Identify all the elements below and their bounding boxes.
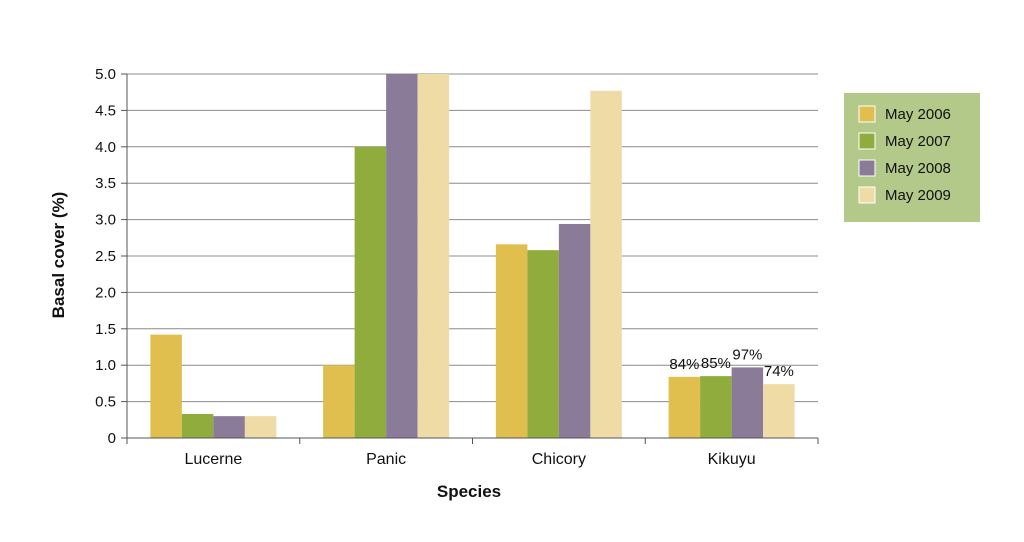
legend-swatch <box>858 105 876 123</box>
legend-swatch <box>858 159 876 177</box>
legend-swatch <box>858 186 876 204</box>
legend-label: May 2008 <box>885 160 951 177</box>
y-tick-label: 0.5 <box>95 394 116 411</box>
bar <box>590 90 622 438</box>
bar <box>417 74 450 438</box>
bar <box>731 367 764 438</box>
data-label: 74% <box>764 363 794 380</box>
bar <box>181 413 214 438</box>
data-labels: 84% 85%97%74% <box>669 346 794 380</box>
x-tick-label: Chicory <box>532 451 586 468</box>
y-tick-label: 1.5 <box>95 321 116 338</box>
data-label: 97% <box>732 346 762 363</box>
legend-swatch <box>858 132 876 150</box>
bar <box>386 74 418 438</box>
bar <box>323 365 355 438</box>
x-tick-label: Lucerne <box>184 451 242 468</box>
y-axis-title: Basal cover (%) <box>49 192 68 319</box>
bar <box>213 416 245 438</box>
bar <box>354 146 387 439</box>
y-tick-label: 1.0 <box>95 357 116 374</box>
data-label: 85% <box>701 355 731 372</box>
y-tick-label: 3.0 <box>95 212 116 229</box>
bar <box>150 334 182 438</box>
x-tick-labels: Lucerne Panic Chicory Kikuyu <box>184 451 755 468</box>
data-label: 84% <box>669 356 699 373</box>
bar <box>763 384 795 438</box>
y-tick-label: 2.0 <box>95 284 116 301</box>
y-tick-label: 3.5 <box>95 175 116 192</box>
legend-label: May 2006 <box>885 106 951 123</box>
bar <box>495 244 528 438</box>
legend: May 2006 May 2007 May 2008 May 2009 <box>844 93 980 222</box>
bar <box>700 376 732 438</box>
legend-label: May 2007 <box>885 133 951 150</box>
x-axis-title: Species <box>437 482 501 501</box>
bar <box>668 376 701 438</box>
bar <box>244 416 277 438</box>
y-tick-label: 2.5 <box>95 248 116 265</box>
axes <box>121 73 819 444</box>
x-tick-label: Kikuyu <box>708 451 756 468</box>
legend-label: May 2009 <box>885 187 951 204</box>
bar <box>558 223 591 438</box>
x-tick-label: Panic <box>366 451 406 468</box>
y-tick-label: 4.0 <box>95 139 116 156</box>
bars <box>150 74 795 439</box>
y-tick-label: 0 <box>108 430 116 447</box>
y-tick-labels: 0 0.5 1.0 1.5 2.0 2.5 3.0 3.5 4.0 4.5 5.0 <box>95 66 116 447</box>
y-tick-label: 5.0 <box>95 66 116 83</box>
gridlines <box>127 73 818 403</box>
y-tick-label: 4.5 <box>95 102 116 119</box>
bar <box>527 250 559 438</box>
